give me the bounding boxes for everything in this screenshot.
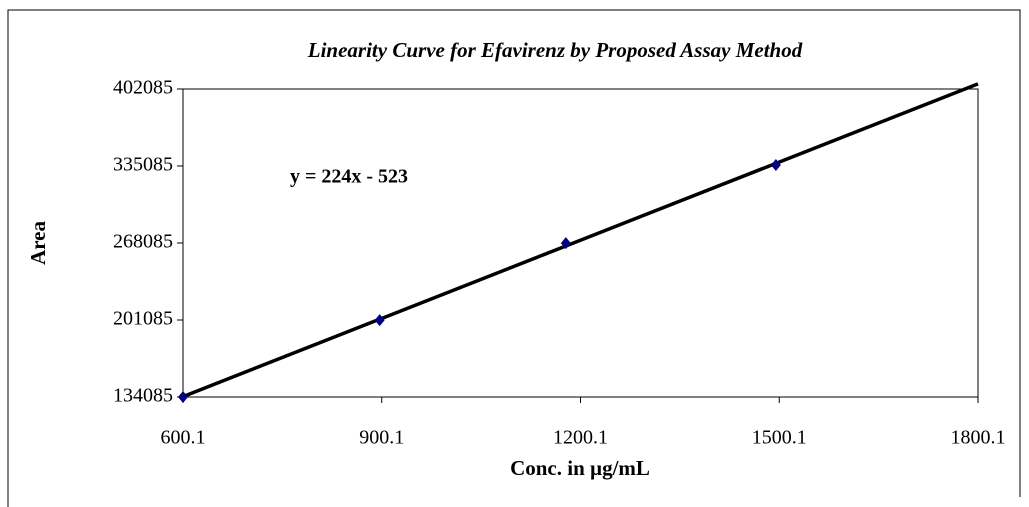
chart-title: Linearity Curve for Efavirenz by Propose…	[307, 38, 803, 62]
x-axis-title: Conc. in µg/mL	[510, 456, 650, 480]
x-tick-label: 1500.1	[752, 427, 807, 449]
point	[178, 391, 188, 403]
x-tick-label: 600.1	[161, 427, 206, 449]
x-tick-label: 900.1	[359, 427, 404, 449]
point	[560, 237, 571, 250]
y-axis-title: Area	[26, 221, 50, 265]
y-tick-label: 268085	[113, 231, 173, 253]
x-tick-label: 1800.1	[951, 427, 1006, 449]
y-tick-label: 134085	[113, 385, 173, 407]
y-tick-label: 402085	[113, 77, 173, 99]
point	[374, 314, 385, 327]
x-tick-label: 1200.1	[553, 427, 608, 449]
annotation: y = 224x - 523	[290, 166, 408, 188]
y-tick-label: 335085	[113, 154, 173, 176]
trendline	[182, 82, 979, 399]
y-tick-label: 201085	[113, 308, 173, 330]
point	[770, 158, 781, 171]
chart-frame	[7, 9, 1021, 507]
